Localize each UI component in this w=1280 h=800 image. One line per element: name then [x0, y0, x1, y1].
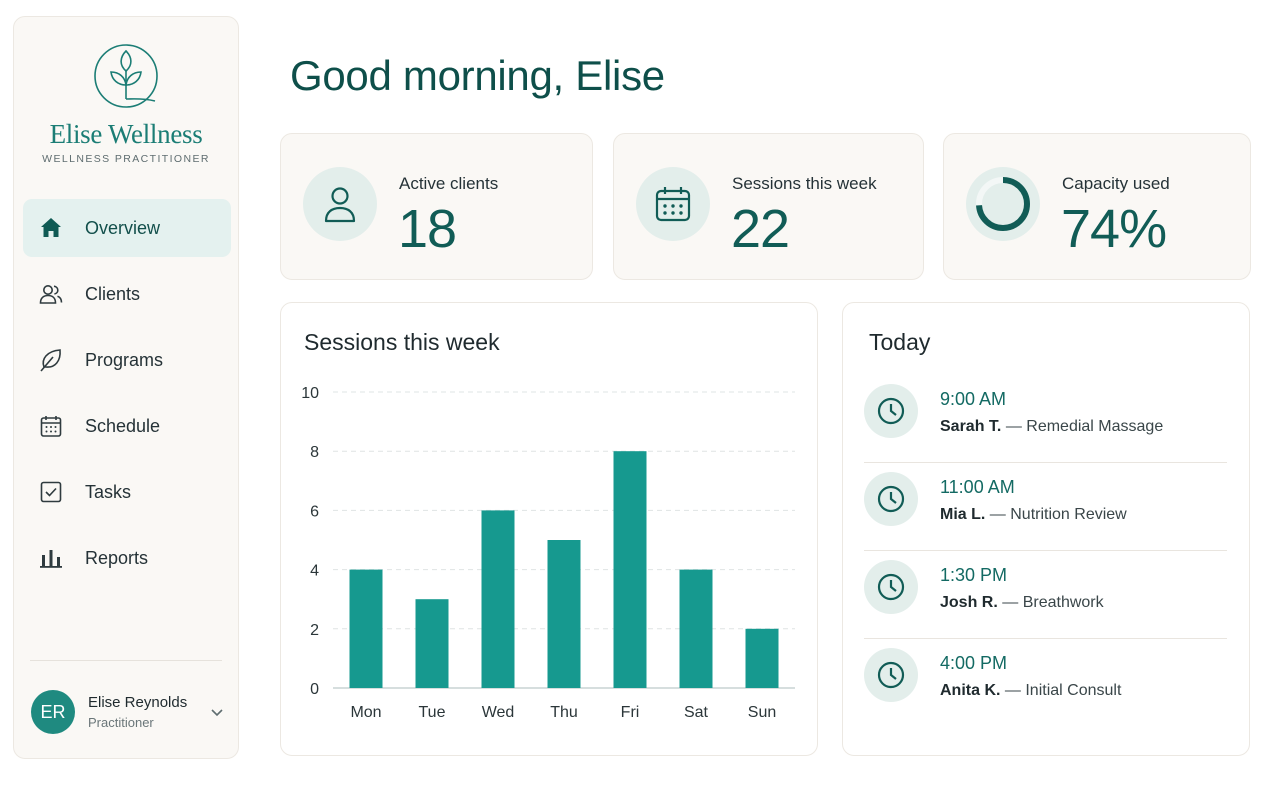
profile-menu[interactable]: ER Elise Reynolds Practitioner	[31, 686, 226, 738]
x-tick-label: Wed	[482, 704, 515, 721]
bar-sat[interactable]	[679, 569, 713, 688]
sidebar-item-label: Reports	[85, 547, 149, 568]
chevron-down-icon[interactable]	[208, 703, 226, 721]
bar-mon[interactable]	[349, 569, 383, 688]
calendar-icon	[38, 413, 64, 439]
brand-name: Elise Wellness	[49, 119, 203, 149]
appointment-client: Sarah T.	[940, 418, 1002, 435]
calendar-icon	[636, 167, 710, 241]
stat-value: 74%	[1061, 199, 1167, 259]
checkbox-icon	[38, 479, 64, 505]
stat-value: 22	[731, 199, 790, 259]
panel-title: Today	[869, 329, 931, 355]
sidebar-item-label: Tasks	[85, 481, 132, 502]
appointment-client: Anita K.	[940, 682, 1001, 699]
appointment-time: 4:00 PM	[940, 653, 1008, 673]
bar-wed[interactable]	[481, 510, 515, 688]
x-tick-label: Tue	[419, 704, 446, 721]
appointment-detail: Josh R. — Breathwork	[940, 594, 1104, 612]
stat-label: Active clients	[399, 174, 499, 193]
appointment-client: Mia L.	[940, 506, 986, 523]
today-panel: Today 9:00 AM Sarah T. — Remedial Massag…	[842, 302, 1250, 756]
clock-icon	[864, 560, 918, 614]
stat-card-capacity: Capacity used 74%	[943, 133, 1251, 280]
appointment-time: 11:00 AM	[940, 477, 1015, 497]
appointment-item[interactable]: 11:00 AM Mia L. — Nutrition Review	[864, 463, 1227, 551]
user-icon	[303, 167, 377, 241]
sidebar-item-label: Programs	[85, 349, 164, 370]
stat-value: 18	[398, 199, 457, 259]
sidebar-item-label: Clients	[85, 283, 141, 304]
sidebar-item-reports[interactable]: Reports	[23, 529, 231, 587]
sessions-bar-chart: 0 2 4 6 8 10 Mon Tue Wed Thu Fri Sat Sun	[301, 385, 795, 721]
x-tick-label: Sat	[684, 704, 709, 721]
appointment-service: — Breathwork	[1002, 594, 1104, 611]
clock-icon	[864, 384, 918, 438]
stat-label: Capacity used	[1062, 174, 1170, 193]
stat-card-sessions-week: Sessions this week 22	[613, 133, 924, 280]
divider	[864, 462, 1227, 463]
x-tick-label: Fri	[621, 704, 640, 721]
y-tick-label: 10	[301, 385, 319, 402]
y-tick-label: 6	[310, 503, 319, 520]
brand-subtitle: WELLNESS PRACTITIONER	[42, 153, 210, 165]
sidebar: Elise Wellness WELLNESS PRACTITIONER Ove…	[13, 16, 239, 759]
progress-ring-icon	[966, 167, 1040, 241]
appointment-detail: Mia L. — Nutrition Review	[940, 506, 1127, 524]
appointment-detail: Sarah T. — Remedial Massage	[940, 418, 1163, 436]
appointment-item[interactable]: 9:00 AM Sarah T. — Remedial Massage	[864, 375, 1227, 463]
appointment-time: 1:30 PM	[940, 565, 1008, 585]
sidebar-item-schedule[interactable]: Schedule	[23, 397, 231, 455]
appointment-item[interactable]: 4:00 PM Anita K. — Initial Consult	[864, 639, 1227, 727]
appointment-service: — Nutrition Review	[989, 506, 1127, 523]
y-tick-label: 0	[310, 681, 319, 698]
brand: Elise Wellness WELLNESS PRACTITIONER	[14, 41, 238, 165]
divider	[864, 550, 1227, 551]
panel-title: Sessions this week	[304, 329, 500, 355]
bar-sun[interactable]	[745, 628, 779, 688]
profile-name: Elise Reynolds	[88, 694, 188, 711]
appointment-service: — Initial Consult	[1004, 682, 1122, 699]
y-tick-label: 4	[310, 563, 319, 580]
x-tick-label: Mon	[350, 704, 381, 721]
sidebar-item-overview[interactable]: Overview	[23, 199, 231, 257]
appointment-time: 9:00 AM	[940, 389, 1007, 409]
leaf-icon	[38, 347, 64, 373]
sidebar-item-label: Overview	[85, 217, 161, 238]
stat-card-active-clients: Active clients 18	[280, 133, 593, 280]
appointment-detail: Anita K. — Initial Consult	[940, 682, 1121, 700]
appointment-service: — Remedial Massage	[1005, 418, 1164, 435]
home-icon	[38, 215, 64, 241]
stat-label: Sessions this week	[732, 174, 877, 193]
divider	[864, 638, 1227, 639]
sessions-chart-panel: Sessions this week 0 2 4 6 8 10 Mon Tue Wed Thu Fr…	[280, 302, 818, 756]
appointment-item[interactable]: 1:30 PM Josh R. — Breathwork	[864, 551, 1227, 639]
leaf-logo-icon	[94, 44, 158, 108]
bar-chart-icon	[38, 545, 64, 571]
appointment-client: Josh R.	[940, 594, 998, 611]
users-icon	[38, 281, 64, 307]
x-tick-label: Thu	[550, 704, 578, 721]
y-tick-label: 8	[310, 444, 319, 461]
y-tick-label: 2	[310, 622, 319, 639]
sidebar-item-tasks[interactable]: Tasks	[23, 463, 231, 521]
profile-text: Elise Reynolds Practitioner	[88, 694, 208, 730]
page-title: Good morning, Elise	[290, 52, 665, 99]
sidebar-divider	[30, 660, 222, 661]
bar-tue[interactable]	[415, 599, 449, 688]
clock-icon	[864, 648, 918, 702]
sidebar-item-programs[interactable]: Programs	[23, 331, 231, 389]
clock-icon	[864, 472, 918, 526]
sidebar-item-label: Schedule	[85, 415, 161, 436]
x-tick-label: Sun	[748, 704, 776, 721]
bar-thu[interactable]	[547, 540, 581, 688]
sidebar-nav: Overview Clients Programs	[23, 199, 231, 595]
avatar: ER	[31, 690, 75, 734]
sidebar-item-clients[interactable]: Clients	[23, 265, 231, 323]
bar-fri[interactable]	[613, 451, 647, 688]
profile-role: Practitioner	[88, 715, 154, 730]
